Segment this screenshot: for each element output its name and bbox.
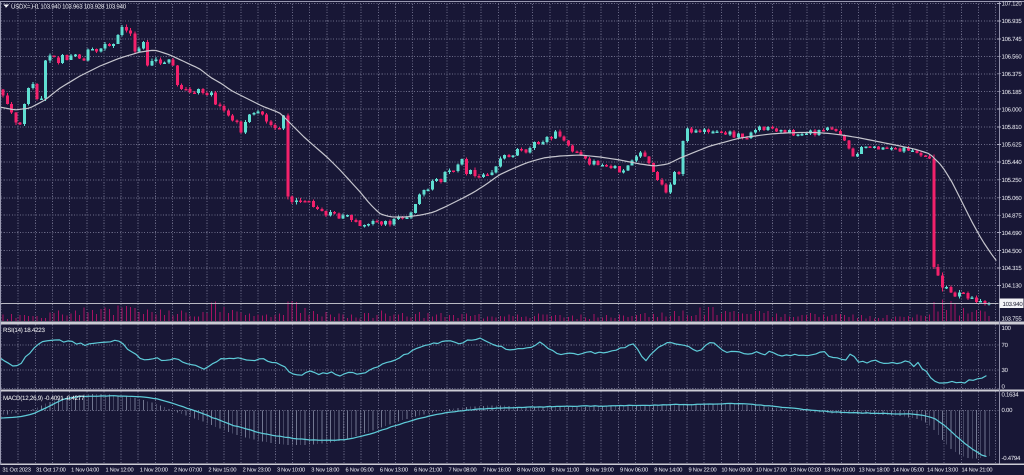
- svg-text:103.755: 103.755: [1002, 316, 1023, 323]
- svg-text:2 Nov 07:00: 2 Nov 07:00: [174, 468, 202, 474]
- svg-text:104.315: 104.315: [1002, 265, 1023, 272]
- svg-text:13 Nov 18:00: 13 Nov 18:00: [859, 468, 890, 474]
- svg-text:13 Nov 02:00: 13 Nov 02:00: [790, 468, 821, 474]
- svg-text:9 Nov 06:00: 9 Nov 06:00: [620, 468, 648, 474]
- svg-text:-0.4794: -0.4794: [1002, 455, 1022, 462]
- svg-text:14 Nov 13:00: 14 Nov 13:00: [927, 468, 958, 474]
- svg-text:107.120: 107.120: [1002, 1, 1023, 8]
- svg-text:7 Nov 08:00: 7 Nov 08:00: [448, 468, 476, 474]
- svg-text:104.690: 104.690: [1002, 230, 1023, 237]
- svg-text:9 Nov 14:00: 9 Nov 14:00: [654, 468, 682, 474]
- svg-text:30: 30: [1002, 367, 1009, 374]
- svg-text:RSI(14) 18.4223: RSI(14) 18.4223: [3, 327, 45, 334]
- svg-text:106.560: 106.560: [1002, 54, 1023, 61]
- svg-text:106.745: 106.745: [1002, 36, 1023, 43]
- svg-text:104.500: 104.500: [1002, 248, 1023, 255]
- svg-text:0.00: 0.00: [1002, 407, 1014, 414]
- svg-text:104.130: 104.130: [1002, 283, 1023, 290]
- svg-text:6 Nov 13:00: 6 Nov 13:00: [380, 468, 408, 474]
- svg-text:8 Nov 03:00: 8 Nov 03:00: [517, 468, 545, 474]
- svg-text:9 Nov 22:00: 9 Nov 22:00: [689, 468, 717, 474]
- svg-text:0.1634: 0.1634: [1002, 392, 1020, 399]
- svg-text:103.940: 103.940: [1003, 301, 1024, 308]
- svg-text:8 Nov 19:00: 8 Nov 19:00: [586, 468, 614, 474]
- svg-text:31 Oct 17:00: 31 Oct 17:00: [36, 468, 66, 474]
- svg-text:13 Nov 10:00: 13 Nov 10:00: [824, 468, 855, 474]
- svg-text:70: 70: [1002, 342, 1009, 349]
- svg-text:104.875: 104.875: [1002, 212, 1023, 219]
- svg-text:105.625: 105.625: [1002, 142, 1023, 149]
- svg-text:3 Nov 10:00: 3 Nov 10:00: [277, 468, 305, 474]
- svg-text:1 Nov 20:00: 1 Nov 20:00: [140, 468, 168, 474]
- svg-text:MACD(12,26,9) -0.4091 -0.4277: MACD(12,26,9) -0.4091 -0.4277: [3, 395, 85, 402]
- svg-text:6 Nov 21:00: 6 Nov 21:00: [414, 468, 442, 474]
- svg-text:106.185: 106.185: [1002, 89, 1023, 96]
- svg-text:14 Nov 21:00: 14 Nov 21:00: [961, 468, 992, 474]
- svg-text:7 Nov 16:00: 7 Nov 16:00: [483, 468, 511, 474]
- svg-text:6 Nov 05:00: 6 Nov 05:00: [346, 468, 374, 474]
- svg-text:3 Nov 18:00: 3 Nov 18:00: [311, 468, 339, 474]
- svg-text:106.375: 106.375: [1002, 71, 1023, 78]
- svg-text:10 Nov 17:00: 10 Nov 17:00: [756, 468, 787, 474]
- svg-text:31 Oct 2023: 31 Oct 2023: [2, 468, 30, 474]
- svg-text:8 Nov 11:00: 8 Nov 11:00: [552, 468, 580, 474]
- svg-text:10 Nov 09:00: 10 Nov 09:00: [721, 468, 752, 474]
- svg-text:1 Nov 04:00: 1 Nov 04:00: [71, 468, 99, 474]
- svg-text:2 Nov 15:00: 2 Nov 15:00: [208, 468, 236, 474]
- svg-text:105.060: 105.060: [1002, 195, 1023, 202]
- svg-text:2 Nov 23:00: 2 Nov 23:00: [243, 468, 271, 474]
- svg-text:106.935: 106.935: [1002, 18, 1023, 25]
- svg-text:1 Nov 12:00: 1 Nov 12:00: [105, 468, 133, 474]
- svg-text:105.250: 105.250: [1002, 177, 1023, 184]
- svg-text:0: 0: [1002, 384, 1006, 391]
- svg-text:106.000: 106.000: [1002, 106, 1023, 113]
- svg-text:105.810: 105.810: [1002, 124, 1023, 131]
- svg-text:105.440: 105.440: [1002, 159, 1023, 166]
- svg-text:100: 100: [1002, 325, 1012, 332]
- svg-text:USDX=,H1 103.940 103.963 103.: USDX=,H1 103.940 103.963 103.928 103.940: [11, 4, 127, 11]
- svg-text:14 Nov 05:00: 14 Nov 05:00: [893, 468, 924, 474]
